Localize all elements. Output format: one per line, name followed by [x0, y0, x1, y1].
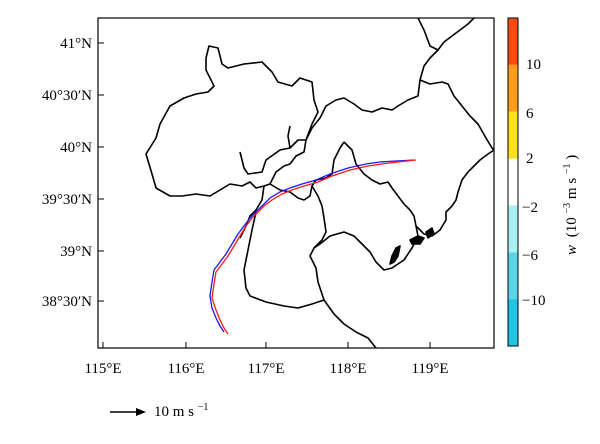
lat-tick-label-2: 40°N	[60, 140, 92, 156]
lat-tick-label-5: 38°30′N	[42, 294, 92, 310]
colorbar-tick-label-4: −6	[522, 248, 538, 264]
colorbar-title-close: )	[564, 155, 580, 160]
track-blue	[209, 159, 415, 333]
lat-tick: 41°N	[60, 36, 104, 52]
lon-tick-label-1: 116°E	[167, 361, 204, 377]
map-panel	[97, 17, 495, 349]
track-red	[211, 159, 417, 335]
district-boundary-1	[239, 125, 291, 175]
colorbar-title-tail-exp: −1	[562, 163, 573, 174]
lon-tick: 118°E	[329, 342, 367, 377]
colorbar-title-units: (10	[564, 217, 580, 237]
colorbar-tick-label-1: 6	[526, 106, 534, 122]
lat-tick: 40°30′N	[42, 88, 104, 104]
beijing-boundary	[145, 45, 319, 197]
colorbar-title-var: w	[564, 245, 580, 255]
lat-tick: 40°N	[60, 140, 104, 156]
colorbar-segment-4	[508, 205, 518, 253]
colorbar-tick-label-0: 10	[526, 57, 541, 73]
lat-tick: 39°N	[60, 244, 104, 260]
island-3	[425, 227, 435, 239]
longitude-axis: 115°E 116°E 117°E 118°E 119°E	[84, 342, 449, 377]
lon-tick: 116°E	[167, 342, 205, 377]
colorbar-frame	[507, 17, 519, 347]
lon-tick-label-3: 118°E	[329, 361, 366, 377]
coastline-ne	[417, 17, 439, 51]
colorbar-segment-1	[508, 64, 518, 112]
colorbar-tick-label-5: −10	[522, 293, 545, 309]
district-boundary-2	[289, 139, 306, 149]
colorbar-title: w (10 −3 m s −1 )	[558, 155, 580, 255]
hebei-inner-boundary	[243, 211, 325, 309]
lat-tick: 39°30′N	[42, 192, 104, 208]
colorbar-tick-label-2: 2	[526, 151, 534, 167]
colorbar-segment-3	[508, 158, 518, 206]
latitude-axis: 41°N 40°30′N 40°N 39°30′N 39°N 38°30′N	[42, 36, 104, 310]
colorbar-title-tail: m s	[564, 178, 580, 199]
hebei-south-boundary	[313, 225, 419, 271]
vector-key-label-text: 10 m s	[154, 404, 194, 420]
lon-tick: 117°E	[247, 342, 285, 377]
lat-tick-label-0: 41°N	[60, 36, 92, 52]
vector-key: 10 m s −1	[110, 402, 208, 420]
colorbar-segment-0	[508, 18, 518, 65]
lat-tick: 38°30′N	[42, 294, 104, 310]
vector-key-label-exp: −1	[198, 402, 209, 413]
coastline-north	[305, 17, 475, 141]
lon-tick: 115°E	[84, 342, 122, 377]
coastline-east	[419, 79, 495, 151]
colorbar-tick-label-3: −2	[522, 200, 538, 216]
coastline-shore	[343, 141, 417, 227]
colorbar-ticks: 10 6 2 −2 −6 −10	[522, 57, 545, 309]
lat-tick-label-3: 39°30′N	[42, 192, 92, 208]
lon-tick: 119°E	[411, 342, 449, 377]
colorbar-segment-6	[508, 299, 518, 346]
lon-tick-label-2: 117°E	[247, 361, 284, 377]
colorbar-segment-5	[508, 252, 518, 300]
lon-tick-label-4: 119°E	[411, 361, 448, 377]
boundary-lines	[145, 17, 495, 349]
trajectory-lines	[209, 159, 417, 335]
colorbar-title-exp: −3	[562, 203, 573, 214]
island-2	[389, 245, 401, 265]
lon-tick-label-0: 115°E	[84, 361, 121, 377]
colorbar: 10 6 2 −2 −6 −10 w (10 −3 m s −1 )	[507, 17, 580, 347]
lat-tick-label-4: 39°N	[60, 244, 92, 260]
tianjin-boundary	[309, 185, 377, 349]
colorbar-segment-2	[508, 111, 518, 159]
lat-tick-label-1: 40°30′N	[42, 88, 92, 104]
colorbar-segments	[508, 18, 518, 346]
island-1	[409, 235, 425, 245]
map-frame	[97, 17, 495, 349]
vector-key-label: 10 m s −1	[154, 402, 208, 420]
vector-key-arrow-icon	[136, 408, 146, 416]
